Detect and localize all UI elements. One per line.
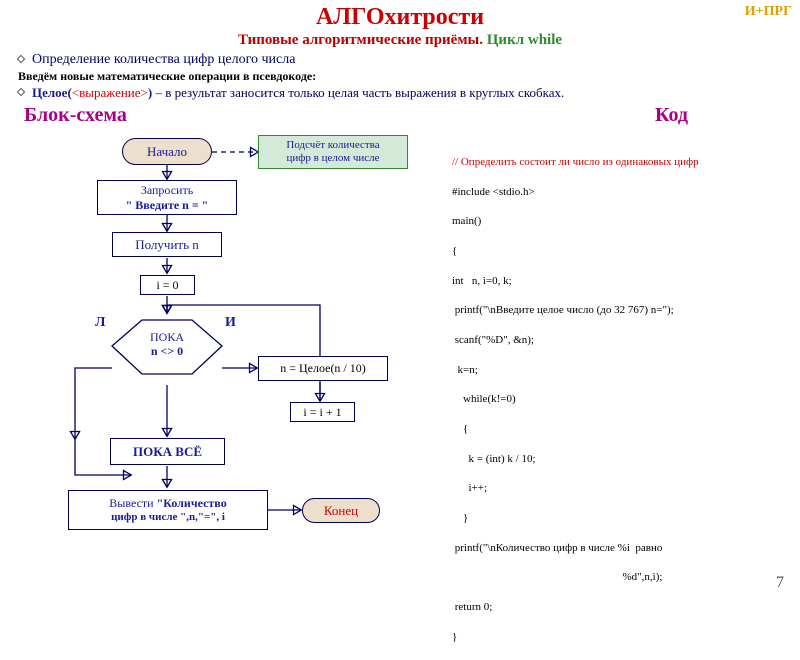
node-while-text: ПОКА n <> 0 xyxy=(112,330,222,359)
func-name: Целое( xyxy=(32,85,72,100)
func-arg: <выражение> xyxy=(72,85,148,100)
bullet-func: Целое(<выражение>) – в результат заносит… xyxy=(32,85,564,101)
node-note: Подсчёт количества цифр в целом числе xyxy=(258,135,408,169)
main-title: АЛГОхитрости xyxy=(0,4,800,31)
bullet-1: Определение количества цифр целого числа xyxy=(32,52,295,68)
label-true: И xyxy=(225,315,236,331)
node-start: Начало xyxy=(122,138,212,165)
node-endwhile: ПОКА ВСЁ xyxy=(110,438,225,465)
node-end: Конец xyxy=(302,498,380,523)
blockscheme-label: Блок-схема xyxy=(24,104,127,127)
node-out: Вывести "Количество цифр в числе ",n,"="… xyxy=(68,490,268,530)
node-body2: i = i + 1 xyxy=(290,402,355,422)
pseudo-intro: Введём новые математические операции в п… xyxy=(18,69,316,84)
label-false: Л xyxy=(95,315,105,331)
subtitle-prefix: Типовые алгоритмические приёмы. xyxy=(238,32,487,48)
node-get: Получить n xyxy=(112,232,222,257)
node-init: i = 0 xyxy=(140,275,195,295)
node-body1: n = Целое(n / 10) xyxy=(258,356,388,381)
page-number: 7 xyxy=(776,574,784,592)
func-desc: – в результат заносится только целая час… xyxy=(155,85,564,100)
subtitle: Типовые алгоритмические приёмы. Цикл whi… xyxy=(0,32,800,49)
code-comment: // Определить состоит ли число из одинак… xyxy=(452,155,792,170)
code-label: Код xyxy=(655,104,688,127)
subtitle-keyword: Цикл while xyxy=(487,32,562,48)
code-block: // Определить состоит ли число из одинак… xyxy=(452,140,792,660)
node-ask: Запросить " Введите n = " xyxy=(97,180,237,215)
